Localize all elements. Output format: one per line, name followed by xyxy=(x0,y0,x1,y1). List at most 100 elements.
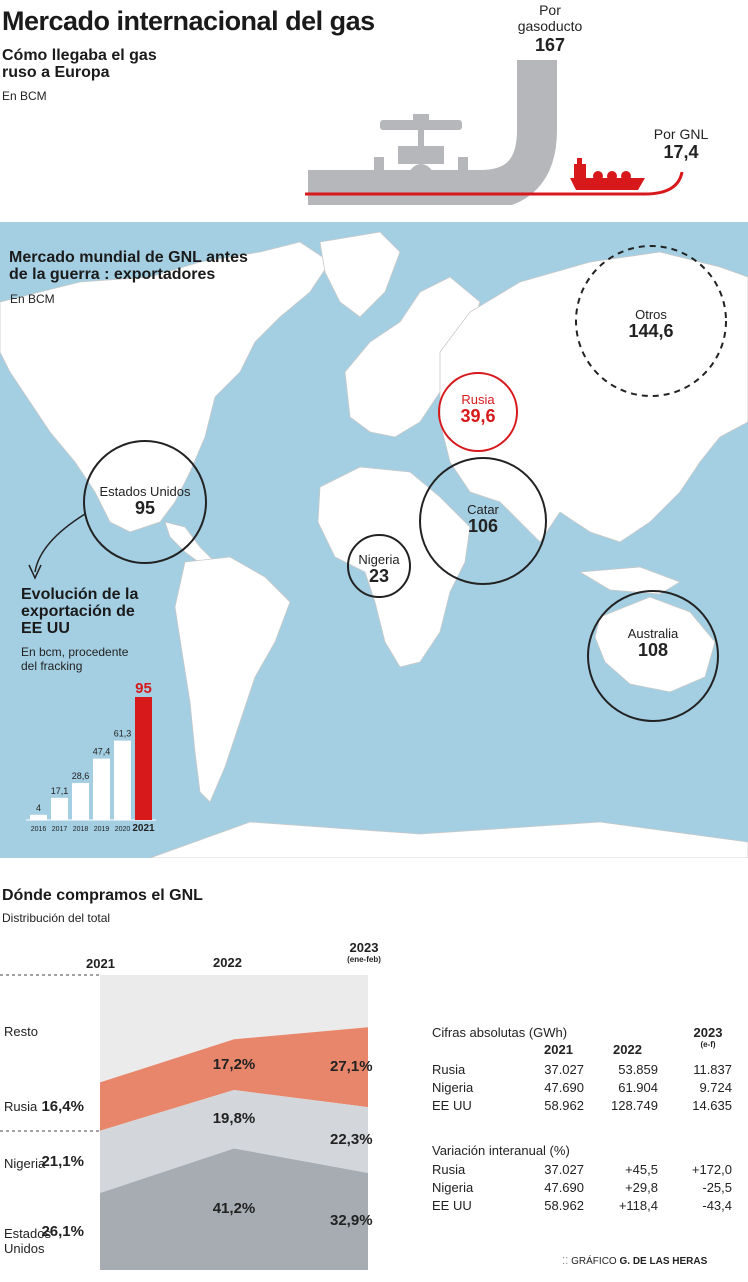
us-export-title-line1: Evolución de la xyxy=(21,586,139,603)
dist-row-eeuu-2: Unidos xyxy=(4,1241,45,1256)
var-table: Variación interanual (%) Rusia 37.027 +4… xyxy=(432,1143,732,1214)
abs-table: Cifras absolutas (GWh) 2021 2022 2023 (e… xyxy=(432,1025,732,1114)
abs-row-v2: 61.904 xyxy=(618,1079,658,1095)
africa-shape xyxy=(317,466,471,668)
bar-tick-label: 2020 xyxy=(115,826,131,833)
bubble-eeuu-value: 95 xyxy=(134,498,156,518)
bar-tick-label: 2019 xyxy=(94,826,110,833)
us-export-sub-line1: En bcm, procedente xyxy=(21,645,129,659)
arrow-head-icon xyxy=(28,564,42,580)
bubble-catar-label: Catar 106 xyxy=(433,502,533,536)
table-row: Rusia 37.027 53.859 11.837 xyxy=(432,1060,732,1078)
australia-shape xyxy=(594,596,716,693)
pipeline-illustration xyxy=(305,60,684,205)
abs-row-label: Nigeria xyxy=(432,1079,474,1095)
bar-2021 xyxy=(135,697,152,820)
dist-mid-dashed-line xyxy=(0,1130,100,1132)
abs-col-2022: 2022 xyxy=(613,1042,642,1057)
us-export-title-line2: exportación de xyxy=(21,603,135,620)
bubble-nigeria-name: Nigeria xyxy=(358,552,400,567)
bar-value-label: 61,3 xyxy=(114,729,132,739)
bubble-layer xyxy=(28,245,727,722)
pipeline-unit: En BCM xyxy=(2,89,47,103)
pipeline-subtitle-line2: ruso a Europa xyxy=(2,64,110,81)
gasoducto-label-1: Por xyxy=(539,2,561,18)
bar-2018 xyxy=(72,782,89,820)
bubble-nigeria-value: 23 xyxy=(368,566,390,586)
us-export-subtitle: En bcm, procedente del fracking xyxy=(21,645,128,673)
area-resto xyxy=(100,975,368,1083)
var-row-v2: +29,8 xyxy=(625,1179,658,1195)
abs-row-v1: 37.027 xyxy=(544,1061,584,1077)
greenland-shape xyxy=(319,231,401,318)
abs-row-v2: 53.859 xyxy=(618,1061,658,1077)
indonesia-shape xyxy=(578,566,681,595)
bubble-eeuu-name: Estados Unidos xyxy=(99,484,191,499)
abs-row-label: Rusia xyxy=(432,1061,466,1077)
us-export-title-line3: EE UU xyxy=(21,620,70,637)
abs-row-v3: 14.635 xyxy=(692,1097,732,1113)
bar-value-label: 28,6 xyxy=(72,771,90,781)
table-row: Nigeria 47.690 61.904 9.724 xyxy=(432,1078,732,1096)
table-row: Rusia 37.027 +45,5 +172,0 xyxy=(432,1160,732,1178)
bubble-rusia-name: Rusia xyxy=(461,392,495,407)
gnl-value: 17,4 xyxy=(663,142,699,162)
var-row-v1: 37.027 xyxy=(544,1161,584,1177)
antarctica-shape xyxy=(149,821,748,858)
bubble-catar-value: 106 xyxy=(467,516,499,536)
bubble-otros xyxy=(575,245,727,397)
var-row-v2: +118,4 xyxy=(618,1197,658,1213)
bar-tick-label: 2017 xyxy=(52,826,68,833)
bubble-australia-name: Australia xyxy=(627,626,679,641)
bubble-otros-value: 144,6 xyxy=(628,321,674,341)
table-row: EE UU 58.962 +118,4 -43,4 xyxy=(432,1196,732,1214)
north-america-shape xyxy=(0,241,331,533)
world-landmass xyxy=(0,231,748,858)
dist-row-eeuu-1: Estados xyxy=(4,1226,51,1241)
bar-value-label: 4 xyxy=(36,803,41,813)
area-rusia xyxy=(100,1027,368,1131)
bar-2020 xyxy=(114,740,131,820)
abs-row-v3: 9.724 xyxy=(699,1079,732,1095)
dist-col-2022: 2022 xyxy=(213,955,242,970)
dist-col-2021: 2021 xyxy=(86,956,115,971)
bar-2016 xyxy=(30,814,47,820)
dist-row-eeuu: Estados Unidos xyxy=(4,1226,51,1256)
bar-tick-label: 2021 xyxy=(132,823,155,834)
dist-subtitle: Distribución del total xyxy=(2,911,111,925)
var-row-v3: -25,5 xyxy=(702,1179,732,1195)
bar-value-label: 95 xyxy=(135,680,152,697)
us-export-title: Evolución de la exportación de EE UU xyxy=(21,586,138,637)
bubble-catar-name: Catar xyxy=(467,502,499,517)
bubble-rusia-value: 39,6 xyxy=(460,406,496,426)
abs-col-2023: 2023 (e-f) xyxy=(688,1026,728,1050)
dist-col-2023-sub: (ene-feb) xyxy=(347,955,381,964)
abs-table-title: Cifras absolutas (GWh) xyxy=(432,1025,568,1040)
bubble-australia-label: Australia 108 xyxy=(603,626,703,659)
bubble-nigeria-label: Nigeria 23 xyxy=(344,552,414,586)
bubble-rusia xyxy=(438,372,518,452)
var-row-label: Nigeria xyxy=(432,1179,474,1195)
arrow-line xyxy=(34,513,86,573)
bar-value-label: 17,1 xyxy=(51,786,69,796)
credit-prefix: GRÁFICO xyxy=(571,1256,617,1267)
abs-row-v2: 128.749 xyxy=(611,1097,658,1113)
table-row: Nigeria 47.690 +29,8 -25,5 xyxy=(432,1178,732,1196)
var-row-v1: 58.962 xyxy=(544,1197,584,1213)
bubble-otros-label: Otros 144,6 xyxy=(601,307,701,341)
abs-col-2023-sub: (e-f) xyxy=(700,1040,716,1049)
bubble-eeuu-label: Estados Unidos 95 xyxy=(85,484,205,518)
dist-row-nigeria: Nigeria xyxy=(4,1156,46,1171)
area-estados-unidos xyxy=(100,1148,368,1270)
bar-value-label: 47,4 xyxy=(93,747,111,757)
bar-tick-label: 2016 xyxy=(31,826,47,833)
bar-tick-label: 2018 xyxy=(73,826,89,833)
world-map: Mercado mundial de GNL antes de la guerr… xyxy=(0,222,748,858)
credit-name: G. DE LAS HERAS xyxy=(619,1256,708,1267)
credit: ⁚⁚ GRÁFICO G. DE LAS HERAS xyxy=(562,1256,707,1267)
gasoducto-label: Por gasoducto 167 xyxy=(500,2,600,54)
us-export-bar-chart: 4 2016 17,1 2017 28,6 2018 47,4 2019 61,3 2020 95 2… xyxy=(26,680,156,834)
abs-row-v1: 47.690 xyxy=(544,1079,584,1095)
gasoducto-label-2: gasoducto xyxy=(517,18,583,34)
dist-col-2023-year: 2023 xyxy=(349,940,379,955)
